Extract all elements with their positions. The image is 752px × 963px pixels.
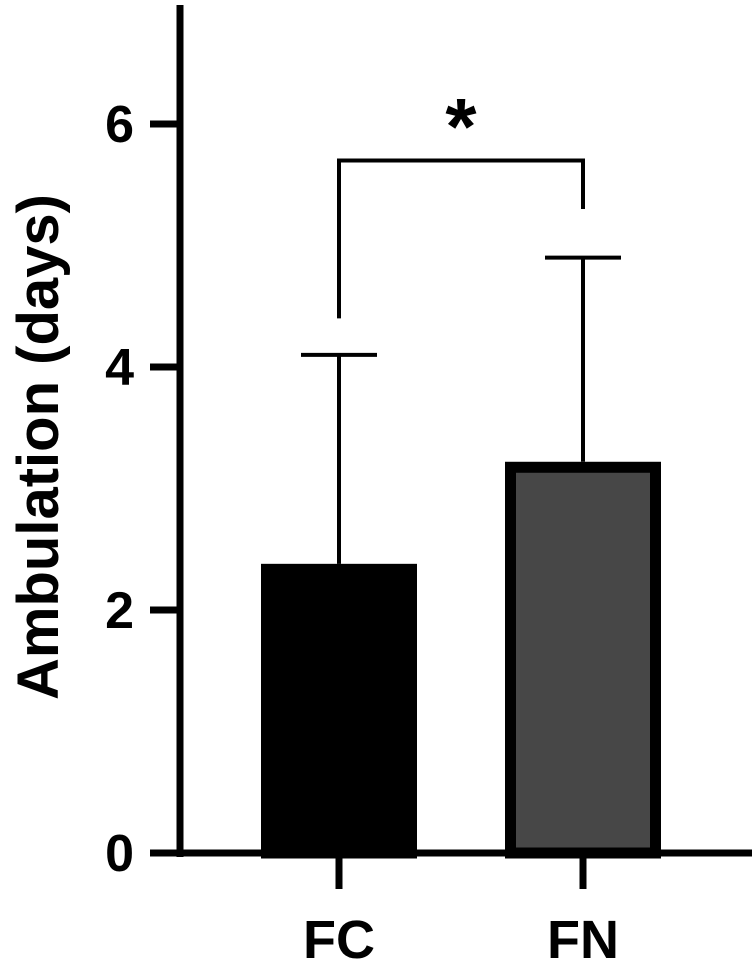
bars-group <box>261 461 661 859</box>
error-bars-group <box>301 255 621 564</box>
y-tick-label-4: 4 <box>105 339 134 397</box>
bar-fc <box>261 563 417 859</box>
x-ticks-group: FC FN <box>303 853 619 963</box>
significance-star: * <box>445 82 477 171</box>
significance-bracket <box>337 158 585 319</box>
x-tick-label-fn: FN <box>547 910 619 963</box>
axes-group <box>176 5 752 857</box>
x-tick-label-fc: FC <box>303 910 375 963</box>
significance-group: * <box>337 82 585 319</box>
y-tick-label-2: 2 <box>105 582 134 640</box>
bar-fn <box>505 461 661 859</box>
y-tick-label-0: 0 <box>105 825 134 883</box>
y-ticks-group: 0 2 4 6 <box>105 96 180 883</box>
y-tick-label-6: 6 <box>105 96 134 154</box>
y-axis-label: Ambulation (days) <box>6 194 71 700</box>
